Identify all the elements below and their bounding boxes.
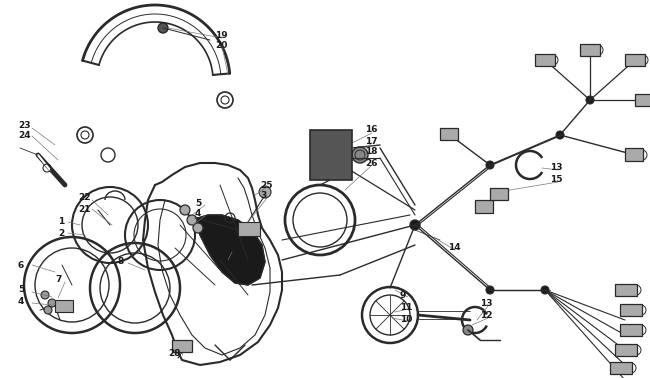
Text: 28: 28 [168,349,181,358]
Bar [615,284,637,296]
Circle shape [410,220,420,230]
Text: 7: 7 [55,276,61,285]
Text: 18: 18 [365,147,378,156]
Text: 2: 2 [58,228,64,237]
Bar [238,222,260,236]
Bar [440,128,458,140]
Text: 13: 13 [550,164,562,172]
Text: 22: 22 [78,194,90,203]
Bar [635,94,650,106]
Bar [610,362,632,374]
Text: 19: 19 [215,31,227,39]
Bar [55,300,73,312]
Circle shape [556,131,564,139]
Text: 27: 27 [218,254,231,262]
Text: 12: 12 [480,311,493,321]
Text: 15: 15 [550,175,562,184]
Circle shape [352,147,368,163]
Circle shape [180,205,190,215]
Text: 13: 13 [480,299,493,308]
Text: 1: 1 [58,217,64,226]
Text: 10: 10 [400,314,412,324]
Circle shape [44,306,52,314]
Bar [625,54,645,66]
Circle shape [48,299,56,307]
Circle shape [41,291,49,299]
Text: 14: 14 [448,243,461,253]
Circle shape [486,161,494,169]
Text: 11: 11 [400,302,413,311]
Text: 25: 25 [260,181,272,189]
Polygon shape [195,215,265,285]
Text: 26: 26 [365,158,378,167]
Bar [580,44,600,56]
Text: 3: 3 [260,192,266,200]
Text: 5: 5 [18,285,24,294]
Bar [535,54,555,66]
Circle shape [541,286,549,294]
Text: 20: 20 [215,42,227,51]
Text: 9: 9 [400,291,406,299]
Bar [310,130,352,180]
Text: 8: 8 [118,257,124,266]
Circle shape [463,325,473,335]
Circle shape [193,223,203,233]
Circle shape [586,96,594,104]
Circle shape [158,23,168,33]
Text: 24: 24 [18,132,31,141]
Circle shape [187,215,197,225]
Bar [172,340,192,352]
Circle shape [486,286,494,294]
Bar [490,188,508,200]
Circle shape [259,186,271,198]
Bar [620,304,642,316]
Text: 5: 5 [195,198,202,208]
Bar [475,200,493,213]
Text: 17: 17 [365,136,378,146]
Text: 4: 4 [195,209,202,218]
Text: 6: 6 [18,260,24,270]
Text: 16: 16 [365,125,378,135]
Bar [625,148,643,161]
Bar [615,344,637,356]
Text: 23: 23 [18,121,31,130]
Text: 21: 21 [78,204,90,214]
Bar [620,324,642,336]
Text: 4: 4 [18,296,25,305]
